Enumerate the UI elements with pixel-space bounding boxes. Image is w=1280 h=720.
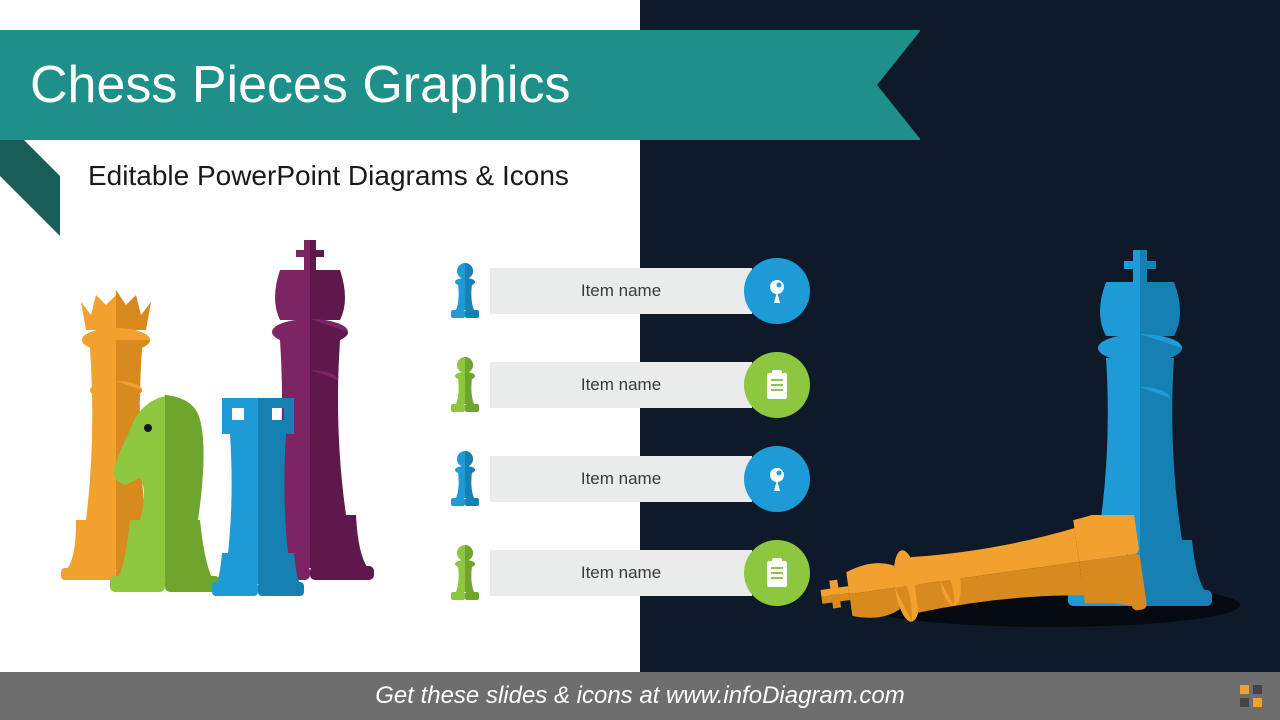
footer-text: Get these slides & icons at www.infoDiag… [375,682,905,710]
item-label: Item name [490,550,752,596]
rook-icon [208,398,308,598]
list-item: Item name [440,540,810,606]
list-item: Item name [440,446,810,512]
list-item: Item name [440,352,810,418]
pawn-icon [448,262,482,320]
subtitle: Editable PowerPoint Diagrams & Icons [88,160,569,192]
pawn-icon [448,544,482,602]
item-label: Item name [490,268,752,314]
title-ribbon: Chess Pieces Graphics [0,30,920,140]
pawn-icon [448,356,482,414]
item-label: Item name [490,362,752,408]
item-badge [744,540,810,606]
clipboard-icon [764,370,790,400]
footer-bar: Get these slides & icons at www.infoDiag… [0,672,1280,720]
item-label: Item name [490,456,752,502]
page-title: Chess Pieces Graphics [30,55,570,115]
pin-icon [763,277,791,305]
pawn-icon [448,450,482,508]
clipboard-icon [764,558,790,588]
item-badge [744,446,810,512]
king-fallen-icon [820,515,1150,635]
pin-icon [763,465,791,493]
list-item: Item name [440,258,810,324]
item-list: Item name Item name [440,258,810,634]
logo-icon [1238,683,1264,709]
item-badge [744,258,810,324]
item-badge [744,352,810,418]
chess-group-left [30,240,430,640]
chess-group-right [880,250,1260,630]
